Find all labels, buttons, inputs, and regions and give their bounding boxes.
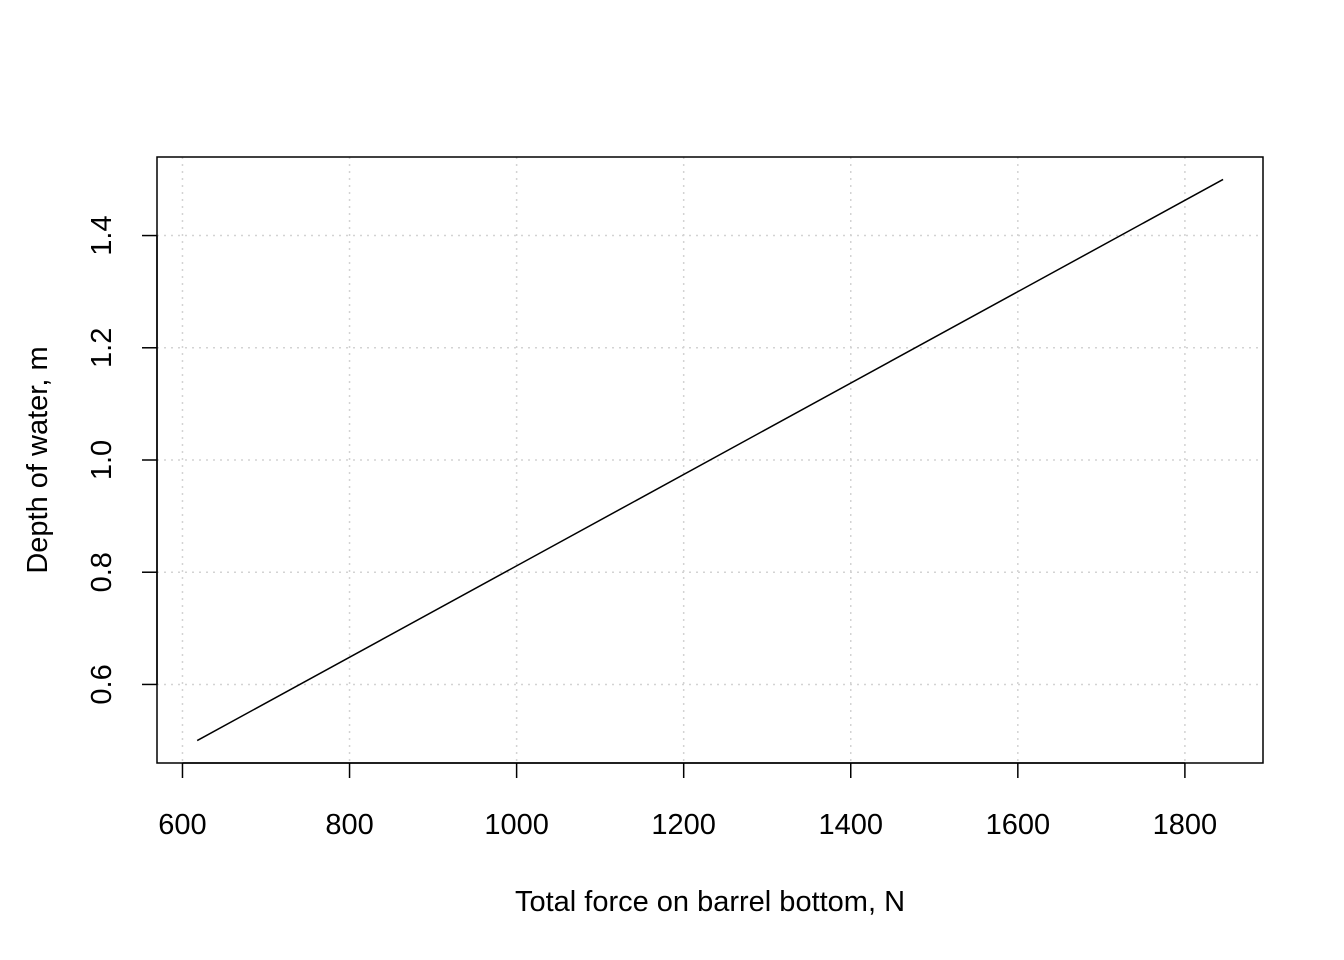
series-layer [196, 178, 1224, 742]
x-tick-label-2: 1000 [484, 809, 549, 841]
x-tick-label-5: 1600 [986, 809, 1051, 841]
x-tick-label-1: 800 [325, 809, 373, 841]
y-tick-label-1: 0.8 [86, 552, 118, 592]
y-tick-label-2: 1.0 [86, 440, 118, 480]
y-tick-label-3: 1.2 [86, 328, 118, 368]
x-tick-label-0: 600 [158, 809, 206, 841]
y-axis-label: Depth of water, m [22, 346, 54, 573]
y-tick-label-4: 1.4 [86, 215, 118, 255]
y-tick-label-0: 0.6 [86, 664, 118, 704]
y-axis: 0.6 0.8 1.0 1.2 1.4 [86, 215, 158, 705]
series-line-0 [196, 178, 1224, 742]
x-tick-label-4: 1400 [818, 809, 883, 841]
x-tick-label-6: 1800 [1153, 809, 1218, 841]
x-axis-label: Total force on barrel bottom, N [515, 886, 905, 918]
x-axis: 600 800 1000 1200 1400 1600 1800 [158, 762, 1218, 841]
x-tick-label-3: 1200 [651, 809, 716, 841]
